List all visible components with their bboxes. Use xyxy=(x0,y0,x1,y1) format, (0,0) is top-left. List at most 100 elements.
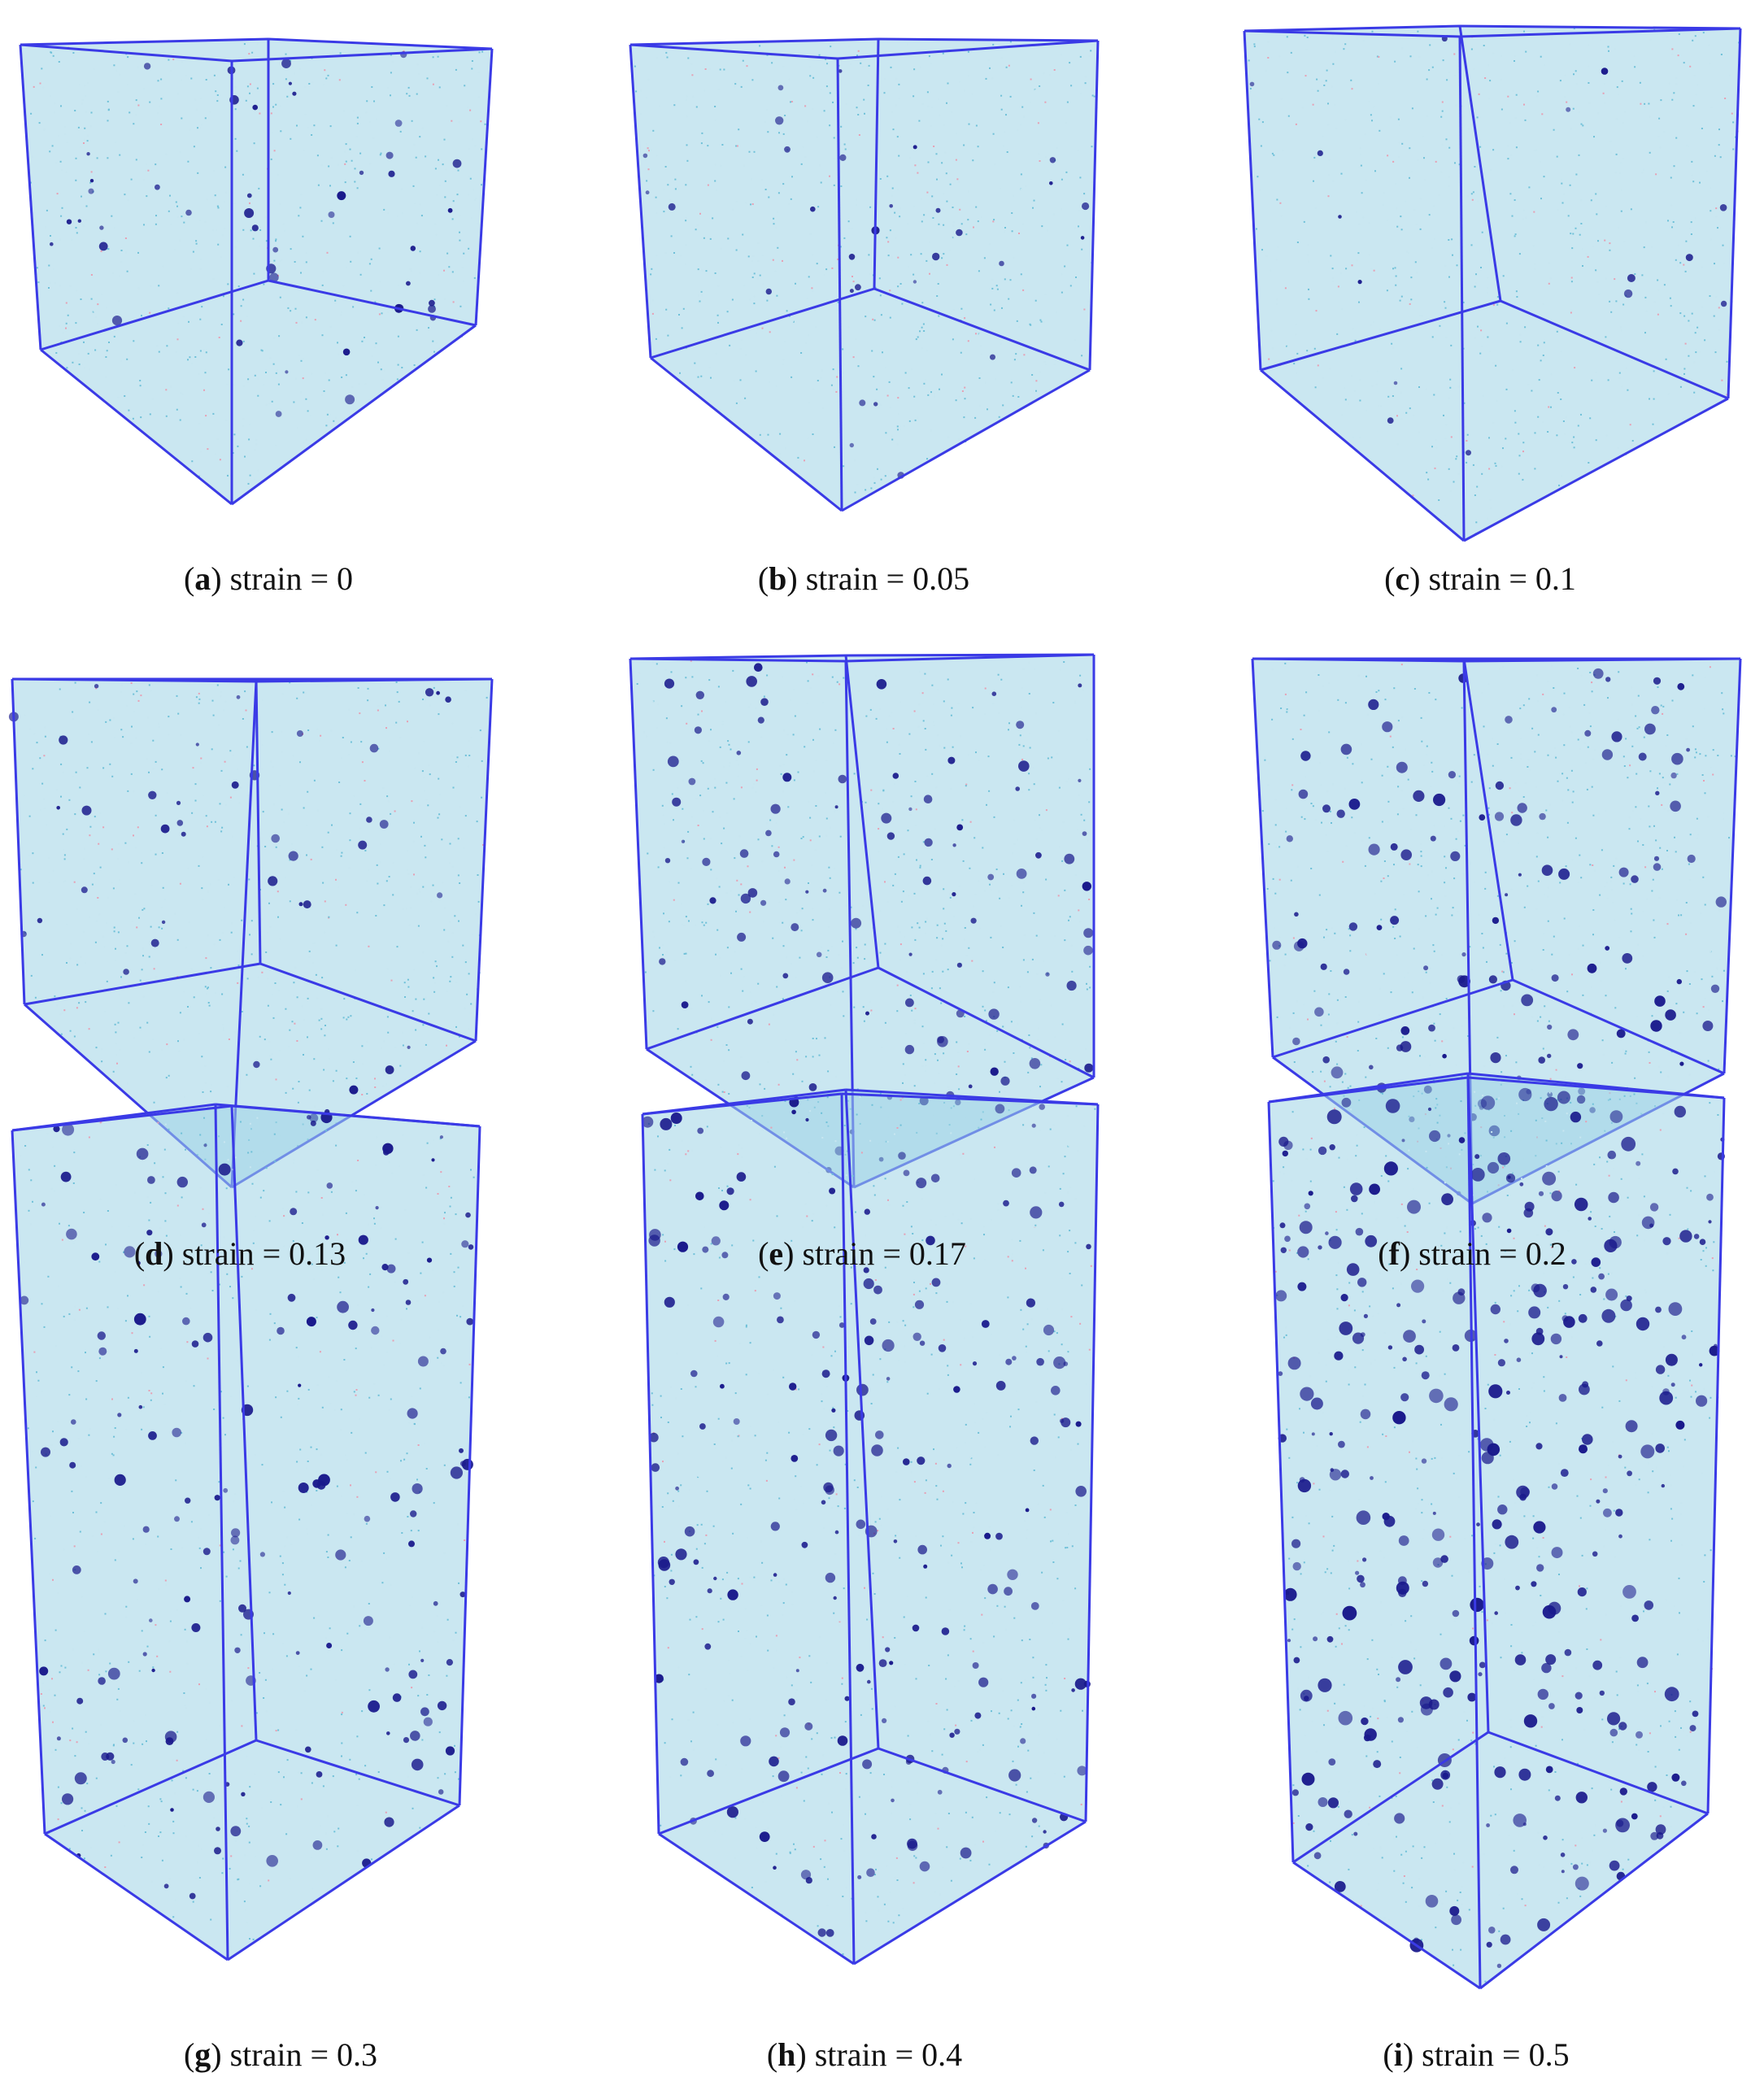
void xyxy=(151,1668,155,1673)
particle-cloud xyxy=(12,1106,480,1960)
void xyxy=(1505,716,1513,724)
void xyxy=(825,1572,836,1583)
void xyxy=(862,1759,873,1770)
void xyxy=(669,1578,675,1586)
void xyxy=(754,663,763,672)
void xyxy=(1249,81,1255,87)
void xyxy=(1562,1284,1569,1290)
void xyxy=(1049,157,1056,163)
void xyxy=(1398,1660,1413,1674)
void xyxy=(1382,721,1393,733)
void xyxy=(446,1659,454,1666)
box-edge xyxy=(1244,24,1461,33)
void xyxy=(741,1071,751,1081)
void xyxy=(1470,1597,1484,1613)
void xyxy=(1706,1193,1714,1201)
void xyxy=(189,1892,196,1900)
void-particles xyxy=(642,69,1090,479)
void xyxy=(1494,1766,1506,1779)
void xyxy=(726,1187,734,1195)
void xyxy=(1578,1313,1588,1323)
void xyxy=(922,876,932,886)
void xyxy=(1644,723,1656,735)
void xyxy=(873,1285,882,1295)
void xyxy=(801,1541,808,1548)
box-edge xyxy=(629,658,648,1050)
void xyxy=(740,893,751,904)
void xyxy=(1466,450,1471,456)
void xyxy=(312,1840,323,1850)
void xyxy=(795,1669,799,1673)
void xyxy=(1714,1343,1718,1348)
void xyxy=(371,1326,380,1335)
void xyxy=(1330,1468,1335,1472)
void xyxy=(1031,1818,1038,1823)
void xyxy=(1011,1168,1021,1178)
void xyxy=(1516,1357,1522,1362)
void xyxy=(328,211,335,218)
void xyxy=(681,1001,689,1008)
void xyxy=(1442,1053,1447,1059)
box-edge xyxy=(658,1747,879,1835)
void xyxy=(757,716,764,724)
void xyxy=(859,399,866,407)
void xyxy=(1080,236,1085,240)
void xyxy=(390,1492,400,1502)
void xyxy=(905,998,914,1008)
box-edge xyxy=(840,1093,856,1965)
void xyxy=(1338,1710,1353,1726)
void xyxy=(1429,1130,1441,1143)
void xyxy=(1551,1191,1562,1202)
box-edge xyxy=(474,678,494,1042)
void xyxy=(1531,1332,1545,1346)
void xyxy=(298,902,303,907)
void xyxy=(146,1230,153,1236)
void xyxy=(1428,1699,1440,1710)
void-particles xyxy=(8,684,451,1123)
void xyxy=(1413,790,1425,803)
void xyxy=(1397,1717,1404,1723)
void xyxy=(1083,945,1093,956)
void xyxy=(1387,417,1394,424)
void xyxy=(1609,1860,1620,1871)
void xyxy=(1618,1722,1627,1731)
panel-c xyxy=(1243,24,1742,542)
void xyxy=(1311,1432,1315,1436)
box-edge xyxy=(1251,658,1274,1058)
void xyxy=(765,288,772,295)
void xyxy=(288,851,298,861)
void xyxy=(914,1300,925,1309)
void xyxy=(1479,814,1486,821)
void xyxy=(1544,1096,1558,1112)
void xyxy=(76,1697,84,1705)
void xyxy=(1551,1483,1558,1490)
void xyxy=(155,184,160,190)
void xyxy=(1558,868,1570,880)
box-edge xyxy=(1088,40,1100,371)
void xyxy=(1369,1065,1374,1070)
void xyxy=(1561,1870,1565,1874)
void xyxy=(1636,1657,1649,1669)
void xyxy=(1481,1452,1494,1465)
void xyxy=(160,824,170,834)
void xyxy=(773,1866,777,1870)
void xyxy=(1287,1639,1291,1643)
void xyxy=(805,1877,812,1884)
box-edge xyxy=(231,1104,481,1128)
void xyxy=(892,773,899,779)
void xyxy=(1523,1208,1534,1218)
void xyxy=(791,923,799,932)
void xyxy=(383,1149,390,1156)
void xyxy=(182,1317,190,1326)
void xyxy=(143,63,151,70)
void xyxy=(1592,1551,1598,1557)
void xyxy=(1670,772,1677,779)
void xyxy=(1392,1411,1406,1425)
void xyxy=(1342,1605,1357,1621)
void xyxy=(161,920,166,925)
void xyxy=(1287,1356,1301,1370)
void xyxy=(941,1627,950,1635)
void xyxy=(871,1444,883,1456)
void xyxy=(1075,1486,1087,1497)
void xyxy=(727,1589,738,1600)
